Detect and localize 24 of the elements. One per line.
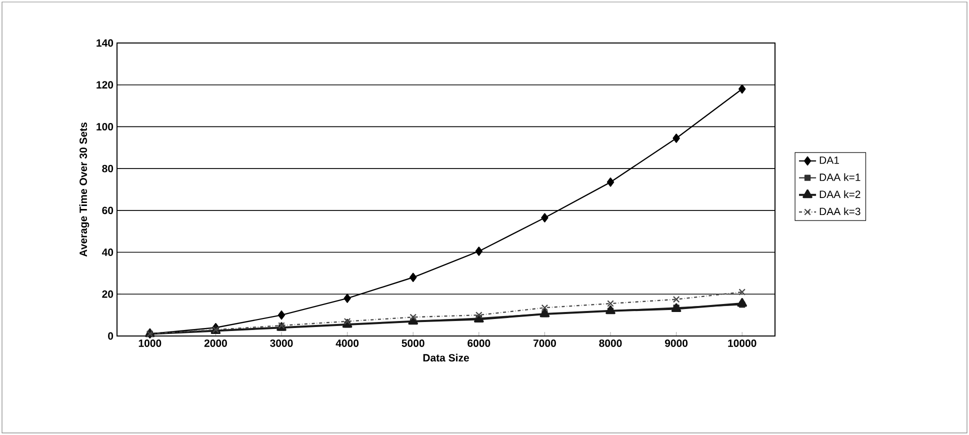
x-tick-label: 5000: [402, 340, 424, 347]
x-tick-label: 8000: [599, 340, 622, 347]
y-tick-label: 100: [96, 122, 114, 130]
y-tick-label: 80: [102, 164, 114, 172]
x-tick-label: 2000: [204, 340, 227, 347]
y-tick-label: 120: [96, 81, 114, 89]
y-tick-label: 60: [102, 206, 114, 214]
y-axis-title: Average Time Over 30 Sets: [79, 122, 90, 257]
y-tick-label: 140: [96, 39, 114, 47]
x-tick-label: 1000: [138, 340, 162, 347]
x-tick-label: 3000: [270, 340, 293, 347]
y-tick-label: 40: [102, 248, 114, 256]
x-tick-label: 4000: [336, 340, 359, 347]
x-tick-label: 9000: [664, 340, 688, 347]
legend-label: DAA k=1: [820, 173, 860, 181]
legend-label: DA1: [820, 156, 839, 164]
x-tick-label: 7000: [533, 340, 556, 347]
legend-label: DAA k=3: [820, 207, 860, 216]
legend-label: DAA k=2: [820, 190, 860, 198]
y-tick-label: 0: [108, 332, 114, 340]
x-tick-label: 10000: [728, 340, 756, 347]
x-tick-label: 6000: [468, 340, 490, 347]
x-axis-title: Data Size: [423, 354, 469, 362]
y-tick-label: 20: [102, 290, 114, 298]
